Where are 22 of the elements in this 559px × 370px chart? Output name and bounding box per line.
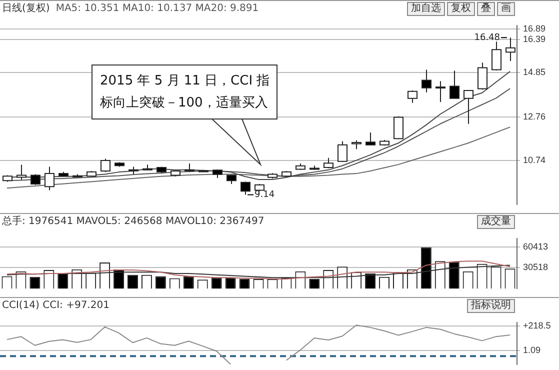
y-tick-label: 60413 — [523, 242, 548, 252]
text: 加自选 — [407, 2, 445, 16]
text: 成交量 — [477, 215, 515, 229]
text: 画 — [497, 2, 515, 16]
text: 叠 — [477, 2, 495, 16]
chart-title: 总手: 1976541 MAVOL5: 246568 MAVOL10: 2367497 — [2, 216, 264, 227]
y-tick-label: +218.5 — [523, 320, 551, 330]
y-tick-label: 14.85 — [523, 66, 546, 77]
y-tick-label: 16.39 — [523, 34, 546, 44]
annotation: 2015 年 5 月 11 日，CCI 指标向上突破－100，适量买入 — [99, 73, 270, 110]
y-tick-label: 30518 — [523, 262, 548, 272]
y-tick-label: 1.09 — [523, 345, 541, 356]
annotation: 16.48 — [474, 32, 500, 43]
text: 复权 — [447, 2, 475, 16]
text: 指标说明 — [467, 299, 515, 313]
y-tick-label: 16.89 — [523, 23, 546, 34]
annotation: 9.14 — [254, 190, 275, 200]
y-tick-label: 10.74 — [523, 154, 546, 165]
chart-title: CCI(14) CCI: +97.201 — [2, 300, 110, 311]
chart-title: 日线(复权) — [2, 3, 50, 14]
chart-subtitle: MA5: 10.351 MA10: 10.137 MA20: 9.891 — [56, 3, 259, 14]
y-tick-label: 12.76 — [523, 112, 546, 122]
